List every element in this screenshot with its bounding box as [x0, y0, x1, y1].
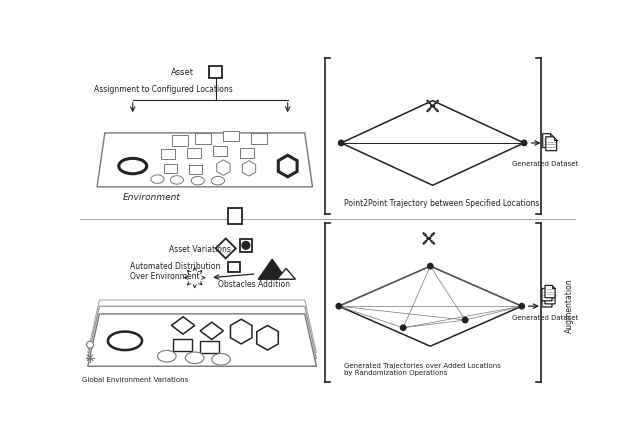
Ellipse shape [157, 351, 176, 362]
Circle shape [522, 140, 527, 146]
Ellipse shape [119, 158, 147, 174]
FancyBboxPatch shape [209, 66, 222, 78]
Polygon shape [545, 286, 555, 298]
Polygon shape [277, 269, 296, 279]
Ellipse shape [86, 341, 93, 348]
Text: Obstacles Addition: Obstacles Addition [218, 280, 291, 289]
Circle shape [336, 303, 342, 309]
Polygon shape [259, 259, 286, 279]
FancyBboxPatch shape [164, 164, 177, 173]
FancyBboxPatch shape [189, 164, 202, 174]
Circle shape [463, 317, 468, 323]
Ellipse shape [211, 177, 225, 185]
Ellipse shape [427, 100, 431, 104]
Polygon shape [341, 101, 524, 185]
Polygon shape [97, 133, 312, 187]
FancyBboxPatch shape [228, 262, 239, 272]
Ellipse shape [427, 237, 431, 240]
Polygon shape [542, 295, 552, 307]
Polygon shape [545, 292, 555, 304]
FancyBboxPatch shape [195, 133, 211, 144]
FancyBboxPatch shape [173, 339, 191, 351]
FancyBboxPatch shape [239, 239, 252, 252]
FancyBboxPatch shape [200, 341, 219, 353]
Circle shape [339, 140, 344, 146]
Polygon shape [257, 326, 278, 350]
Polygon shape [339, 266, 522, 346]
FancyBboxPatch shape [239, 148, 253, 158]
Text: Augmentation: Augmentation [565, 279, 574, 333]
Circle shape [519, 303, 524, 309]
Ellipse shape [423, 240, 427, 244]
Ellipse shape [435, 108, 438, 112]
Text: Environment: Environment [123, 193, 180, 202]
Ellipse shape [431, 233, 435, 236]
Polygon shape [546, 137, 557, 151]
Text: Assignment to Configured Locations: Assignment to Configured Locations [94, 85, 233, 94]
Text: Point2Point Trajectory between Specified Locations: Point2Point Trajectory between Specified… [344, 199, 539, 208]
Ellipse shape [170, 176, 184, 184]
Polygon shape [230, 319, 252, 344]
FancyBboxPatch shape [213, 146, 227, 156]
Ellipse shape [431, 240, 435, 244]
Polygon shape [543, 134, 554, 148]
Ellipse shape [151, 175, 164, 183]
Polygon shape [278, 155, 297, 177]
Polygon shape [242, 161, 255, 176]
Text: Asset: Asset [171, 68, 194, 76]
Polygon shape [216, 238, 236, 258]
FancyBboxPatch shape [228, 208, 242, 224]
Polygon shape [88, 314, 316, 366]
Polygon shape [217, 160, 230, 175]
Circle shape [401, 325, 406, 330]
FancyBboxPatch shape [223, 131, 239, 141]
Polygon shape [542, 289, 552, 301]
Polygon shape [88, 300, 316, 352]
Ellipse shape [423, 233, 427, 236]
Ellipse shape [191, 177, 204, 185]
Polygon shape [172, 317, 195, 334]
FancyBboxPatch shape [252, 133, 267, 144]
Ellipse shape [108, 332, 142, 350]
Text: Global Environment Variations: Global Environment Variations [83, 377, 189, 383]
Ellipse shape [242, 241, 250, 249]
Polygon shape [200, 322, 223, 339]
Text: Generated Trajectories over Added Locations
by Randomization Operations: Generated Trajectories over Added Locati… [344, 364, 500, 376]
Text: Asset Variations: Asset Variations [169, 245, 231, 254]
Circle shape [428, 263, 433, 269]
Text: Automated Distribution
Over Environment: Automated Distribution Over Environment [131, 262, 221, 281]
Ellipse shape [435, 100, 438, 104]
Ellipse shape [186, 352, 204, 364]
Ellipse shape [212, 354, 230, 365]
FancyBboxPatch shape [172, 135, 188, 146]
Text: Generated Dataset: Generated Dataset [512, 161, 578, 167]
Ellipse shape [431, 105, 435, 107]
FancyBboxPatch shape [187, 148, 201, 158]
Ellipse shape [427, 108, 431, 112]
Polygon shape [88, 306, 316, 358]
FancyBboxPatch shape [161, 149, 175, 159]
Text: Generated Dataset: Generated Dataset [512, 315, 578, 321]
